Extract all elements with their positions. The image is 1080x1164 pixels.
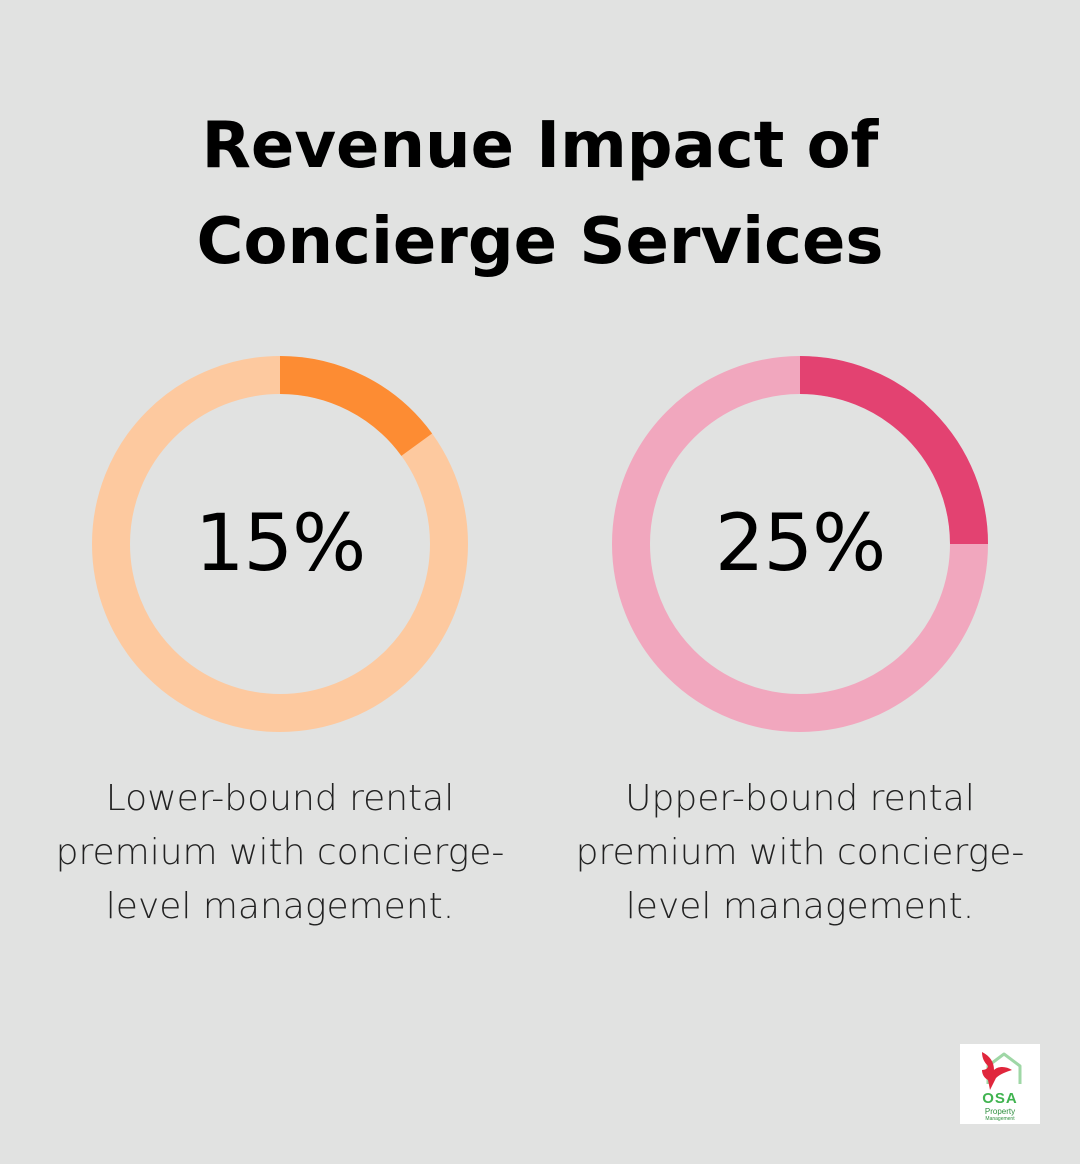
caption-lower: Lower-bound rental premium with concierg…	[55, 778, 505, 927]
company-logo: OSA Property Management	[960, 1044, 1040, 1124]
donut-arc-upper	[799, 356, 988, 545]
chart-title-line-1: Revenue Impact of	[201, 109, 879, 183]
donut-svg-lower	[92, 356, 468, 732]
percent-value-lower: 15%	[194, 499, 366, 589]
logo-line-1: Property	[984, 1107, 1016, 1116]
donut-arc-lower	[279, 356, 433, 457]
donut-chart-lower: 15%	[90, 354, 470, 734]
donut-chart-upper: 25%	[610, 354, 990, 734]
bird-house-icon	[982, 1052, 1022, 1090]
caption-upper: Upper-bound rental premium with concierg…	[575, 778, 1025, 927]
logo-line-2: Management	[985, 1116, 1015, 1122]
chart-title-line-2: Concierge Services	[196, 205, 884, 279]
logo-brand: OSA	[982, 1090, 1018, 1107]
chart-title: Revenue Impact of Concierge Services	[0, 98, 1080, 290]
percent-value-upper: 25%	[714, 499, 886, 589]
donut-svg-upper	[612, 356, 988, 732]
